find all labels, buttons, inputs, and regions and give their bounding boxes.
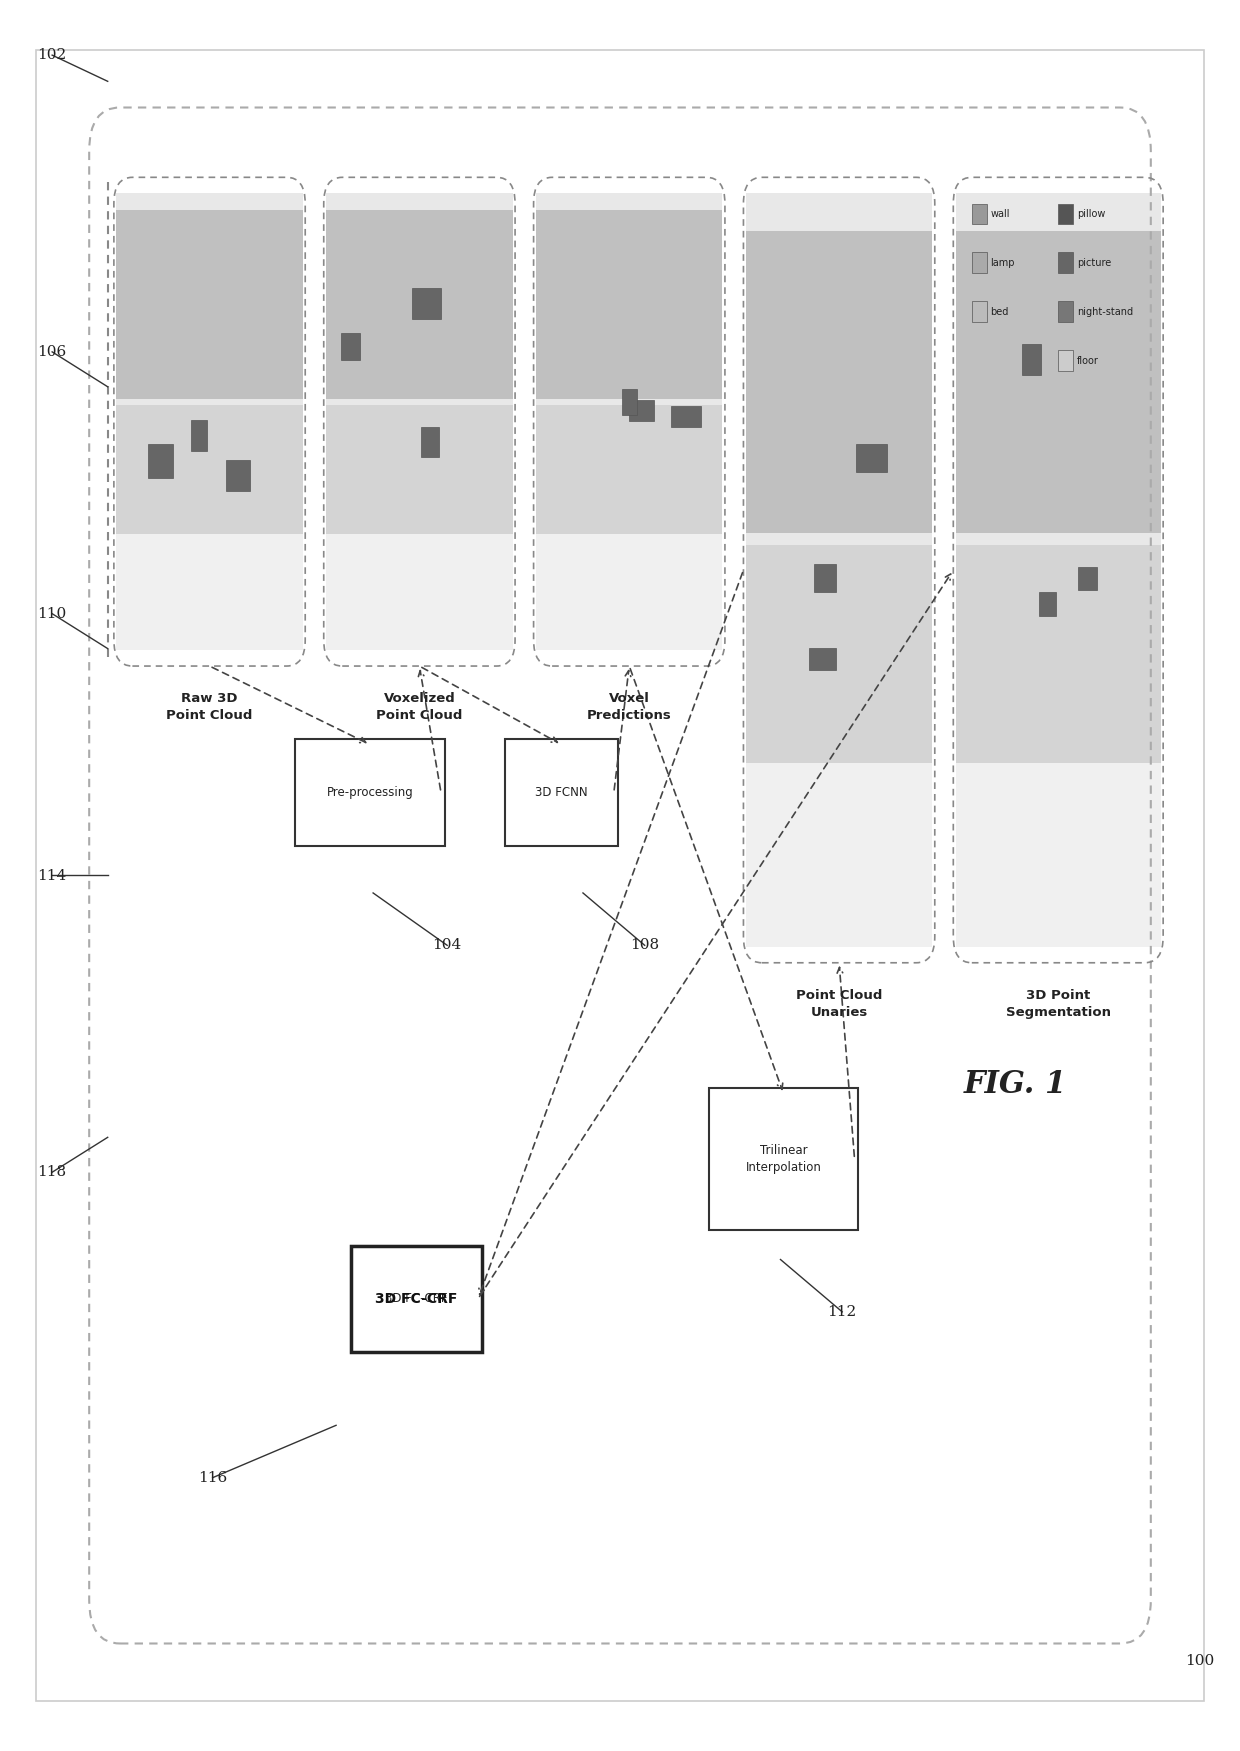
Bar [1058, 301, 1073, 322]
Bar [1058, 350, 1073, 371]
FancyBboxPatch shape [117, 193, 303, 650]
Bar [341, 333, 360, 359]
Bar [621, 389, 636, 415]
Text: 110: 110 [37, 606, 67, 620]
Bar [148, 443, 174, 478]
FancyBboxPatch shape [746, 193, 932, 947]
Bar [671, 406, 702, 427]
Text: 114: 114 [37, 868, 67, 883]
Text: floor: floor [1076, 355, 1099, 366]
Text: 3D FC-CRF: 3D FC-CRF [386, 1292, 448, 1304]
Bar [1058, 203, 1073, 224]
Text: Point Cloud
Unaries: Point Cloud Unaries [796, 989, 883, 1019]
Text: pillow: pillow [1076, 208, 1105, 219]
Bar [226, 461, 250, 490]
Bar [857, 445, 887, 473]
Text: 118: 118 [37, 1164, 67, 1178]
FancyBboxPatch shape [326, 193, 512, 650]
Text: wall: wall [991, 208, 1009, 219]
Text: 108: 108 [630, 939, 660, 953]
FancyBboxPatch shape [956, 231, 1161, 532]
FancyBboxPatch shape [746, 763, 932, 947]
Bar [413, 287, 441, 319]
Text: 102: 102 [37, 47, 67, 61]
Text: Raw 3D
Point Cloud: Raw 3D Point Cloud [166, 692, 253, 721]
Bar [1022, 343, 1042, 375]
FancyBboxPatch shape [505, 739, 618, 846]
Text: 3D Point
Segmentation: 3D Point Segmentation [1006, 989, 1111, 1019]
FancyBboxPatch shape [536, 193, 723, 650]
FancyBboxPatch shape [326, 534, 512, 650]
Text: Trilinear
Interpolation: Trilinear Interpolation [745, 1143, 822, 1175]
FancyBboxPatch shape [956, 193, 1161, 947]
Text: picture: picture [1076, 257, 1111, 268]
Text: bed: bed [991, 306, 1008, 317]
Bar [815, 564, 836, 592]
FancyBboxPatch shape [351, 1245, 482, 1352]
FancyBboxPatch shape [117, 210, 303, 399]
FancyBboxPatch shape [746, 545, 932, 769]
Bar [972, 252, 987, 273]
FancyBboxPatch shape [351, 1245, 482, 1352]
FancyBboxPatch shape [956, 545, 1161, 769]
FancyBboxPatch shape [746, 231, 932, 532]
Bar [1079, 567, 1097, 590]
Bar [808, 648, 836, 671]
Text: FIG. 1: FIG. 1 [963, 1070, 1066, 1100]
Text: Voxel
Predictions: Voxel Predictions [587, 692, 672, 721]
Bar [191, 420, 207, 452]
FancyBboxPatch shape [117, 534, 303, 650]
Bar [972, 203, 987, 224]
Text: 116: 116 [198, 1471, 227, 1485]
FancyBboxPatch shape [536, 404, 723, 546]
FancyBboxPatch shape [536, 210, 723, 399]
Bar [1039, 592, 1056, 616]
Text: 3D FCNN: 3D FCNN [534, 786, 588, 798]
Text: Voxelized
Point Cloud: Voxelized Point Cloud [376, 692, 463, 721]
FancyBboxPatch shape [117, 404, 303, 546]
FancyBboxPatch shape [326, 404, 512, 546]
Text: 100: 100 [1185, 1655, 1215, 1669]
Text: 112: 112 [827, 1304, 857, 1319]
FancyBboxPatch shape [295, 739, 445, 846]
Text: Pre-processing: Pre-processing [326, 786, 413, 798]
Bar [1058, 252, 1073, 273]
FancyBboxPatch shape [956, 763, 1161, 947]
Text: night-stand: night-stand [1076, 306, 1133, 317]
Bar [630, 401, 653, 420]
Text: 3D FC-CRF: 3D FC-CRF [376, 1292, 458, 1306]
Text: 104: 104 [433, 939, 461, 953]
FancyBboxPatch shape [536, 534, 723, 650]
Bar [422, 427, 439, 457]
Text: 106: 106 [37, 345, 67, 359]
Text: lamp: lamp [991, 257, 1014, 268]
Bar [972, 301, 987, 322]
FancyBboxPatch shape [709, 1089, 858, 1229]
FancyBboxPatch shape [326, 210, 512, 399]
